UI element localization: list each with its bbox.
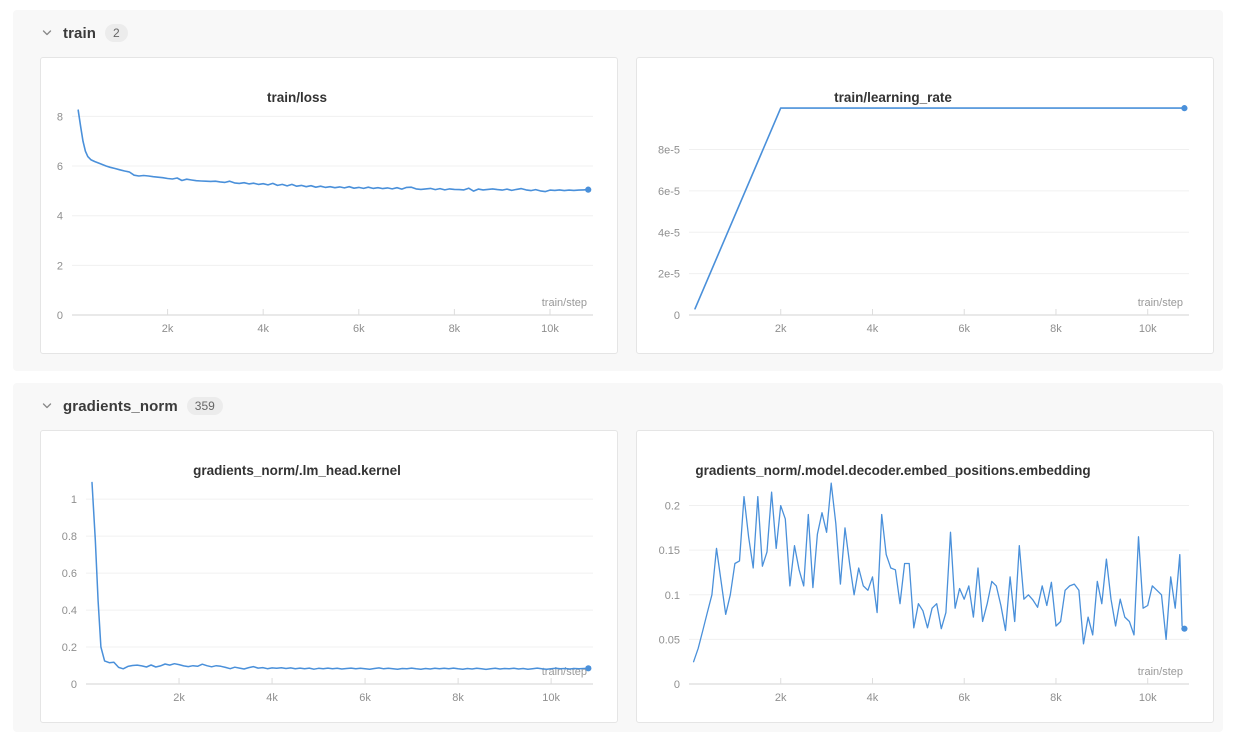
svg-text:0.15: 0.15 — [659, 545, 680, 557]
svg-text:8e-5: 8e-5 — [658, 145, 680, 157]
svg-text:train/step: train/step — [1138, 297, 1183, 309]
svg-text:8k: 8k — [1050, 692, 1062, 704]
section-count-badge: 2 — [105, 24, 128, 42]
svg-text:gradients_norm/.model.decoder.: gradients_norm/.model.decoder.embed_posi… — [695, 463, 1090, 478]
svg-text:6k: 6k — [353, 323, 365, 335]
svg-text:6k: 6k — [958, 692, 970, 704]
svg-text:8k: 8k — [1050, 323, 1062, 335]
svg-text:0: 0 — [71, 679, 77, 691]
charts-row: 0 2 4 6 8 2k 4k 6k 8k 10k train/loss train/step 0 2e… — [40, 57, 1214, 354]
section-title: gradients_norm — [63, 397, 178, 415]
svg-text:0.6: 0.6 — [62, 568, 77, 580]
svg-text:4e-5: 4e-5 — [658, 227, 680, 239]
chevron-down-icon[interactable] — [40, 399, 54, 413]
svg-text:10k: 10k — [1139, 692, 1157, 704]
line-chart-train-loss[interactable]: 0 2 4 6 8 2k 4k 6k 8k 10k train/loss train/step — [41, 58, 617, 353]
section-header-gradients-norm[interactable]: gradients_norm 359 — [40, 396, 1214, 416]
line-chart-embed-positions-embedding[interactable]: 0 0.05 0.1 0.15 0.2 2k 4k 6k 8k 10k gradients_norm… — [637, 431, 1213, 722]
chart-card-lm-head-kernel[interactable]: 0 0.2 0.4 0.6 0.8 1 2k 4k 6k 8k 10k gradients_norm/… — [40, 430, 618, 723]
svg-text:0.2: 0.2 — [665, 501, 680, 513]
svg-text:0.2: 0.2 — [62, 642, 77, 654]
svg-text:2k: 2k — [775, 692, 787, 704]
svg-text:4k: 4k — [266, 692, 278, 704]
svg-text:2e-5: 2e-5 — [658, 269, 680, 281]
svg-text:2: 2 — [57, 260, 63, 272]
svg-text:6k: 6k — [958, 323, 970, 335]
svg-text:2k: 2k — [775, 323, 787, 335]
chevron-down-icon[interactable] — [40, 26, 54, 40]
svg-text:train/step: train/step — [1138, 666, 1183, 678]
svg-text:0: 0 — [57, 310, 63, 322]
chart-card-embed-positions-embedding[interactable]: 0 0.05 0.1 0.15 0.2 2k 4k 6k 8k 10k gradients_norm… — [636, 430, 1214, 723]
svg-text:train/step: train/step — [542, 297, 587, 309]
svg-text:1: 1 — [71, 494, 77, 506]
svg-text:4: 4 — [57, 211, 63, 223]
svg-text:6e-5: 6e-5 — [658, 186, 680, 198]
chart-card-train-loss[interactable]: 0 2 4 6 8 2k 4k 6k 8k 10k train/loss train/step — [40, 57, 618, 354]
svg-text:0: 0 — [674, 310, 680, 322]
svg-text:train/loss: train/loss — [267, 90, 327, 105]
svg-text:0.1: 0.1 — [665, 590, 680, 602]
svg-text:gradients_norm/.lm_head.kernel: gradients_norm/.lm_head.kernel — [193, 463, 401, 478]
section-gradients-norm: gradients_norm 359 0 0.2 0.4 0.6 0.8 1 2k 4k 6k 8… — [13, 383, 1223, 732]
metrics-dashboard: train 2 0 2 4 6 8 2k 4k 6k 8k 10k train/loss train/… — [0, 10, 1236, 732]
svg-text:10k: 10k — [541, 323, 559, 335]
svg-text:2k: 2k — [162, 323, 174, 335]
section-train: train 2 0 2 4 6 8 2k 4k 6k 8k 10k train/loss train/… — [13, 10, 1223, 371]
svg-text:0: 0 — [674, 679, 680, 691]
line-chart-lm-head-kernel[interactable]: 0 0.2 0.4 0.6 0.8 1 2k 4k 6k 8k 10k gradients_norm/… — [41, 431, 617, 722]
charts-row: 0 0.2 0.4 0.6 0.8 1 2k 4k 6k 8k 10k gradients_norm/… — [40, 430, 1214, 723]
svg-text:4k: 4k — [257, 323, 269, 335]
svg-text:10k: 10k — [1139, 323, 1157, 335]
svg-text:4k: 4k — [867, 323, 879, 335]
chart-card-train-learning-rate[interactable]: 0 2e-5 4e-5 6e-5 8e-5 2k 4k 6k 8k 10k train/learni… — [636, 57, 1214, 354]
section-header-train[interactable]: train 2 — [40, 23, 1214, 43]
svg-text:10k: 10k — [542, 692, 560, 704]
section-title: train — [63, 24, 97, 42]
svg-text:6k: 6k — [359, 692, 371, 704]
svg-text:8k: 8k — [449, 323, 461, 335]
svg-text:8: 8 — [57, 111, 63, 123]
svg-text:4k: 4k — [867, 692, 879, 704]
svg-text:2k: 2k — [173, 692, 185, 704]
svg-text:train/learning_rate: train/learning_rate — [834, 90, 952, 105]
svg-text:8k: 8k — [452, 692, 464, 704]
svg-text:0.4: 0.4 — [62, 605, 77, 617]
svg-text:0.05: 0.05 — [659, 634, 680, 646]
section-count-badge: 359 — [186, 397, 223, 415]
svg-text:0.8: 0.8 — [62, 531, 77, 543]
svg-text:6: 6 — [57, 161, 63, 173]
line-chart-train-learning-rate[interactable]: 0 2e-5 4e-5 6e-5 8e-5 2k 4k 6k 8k 10k train/learni… — [637, 58, 1213, 353]
